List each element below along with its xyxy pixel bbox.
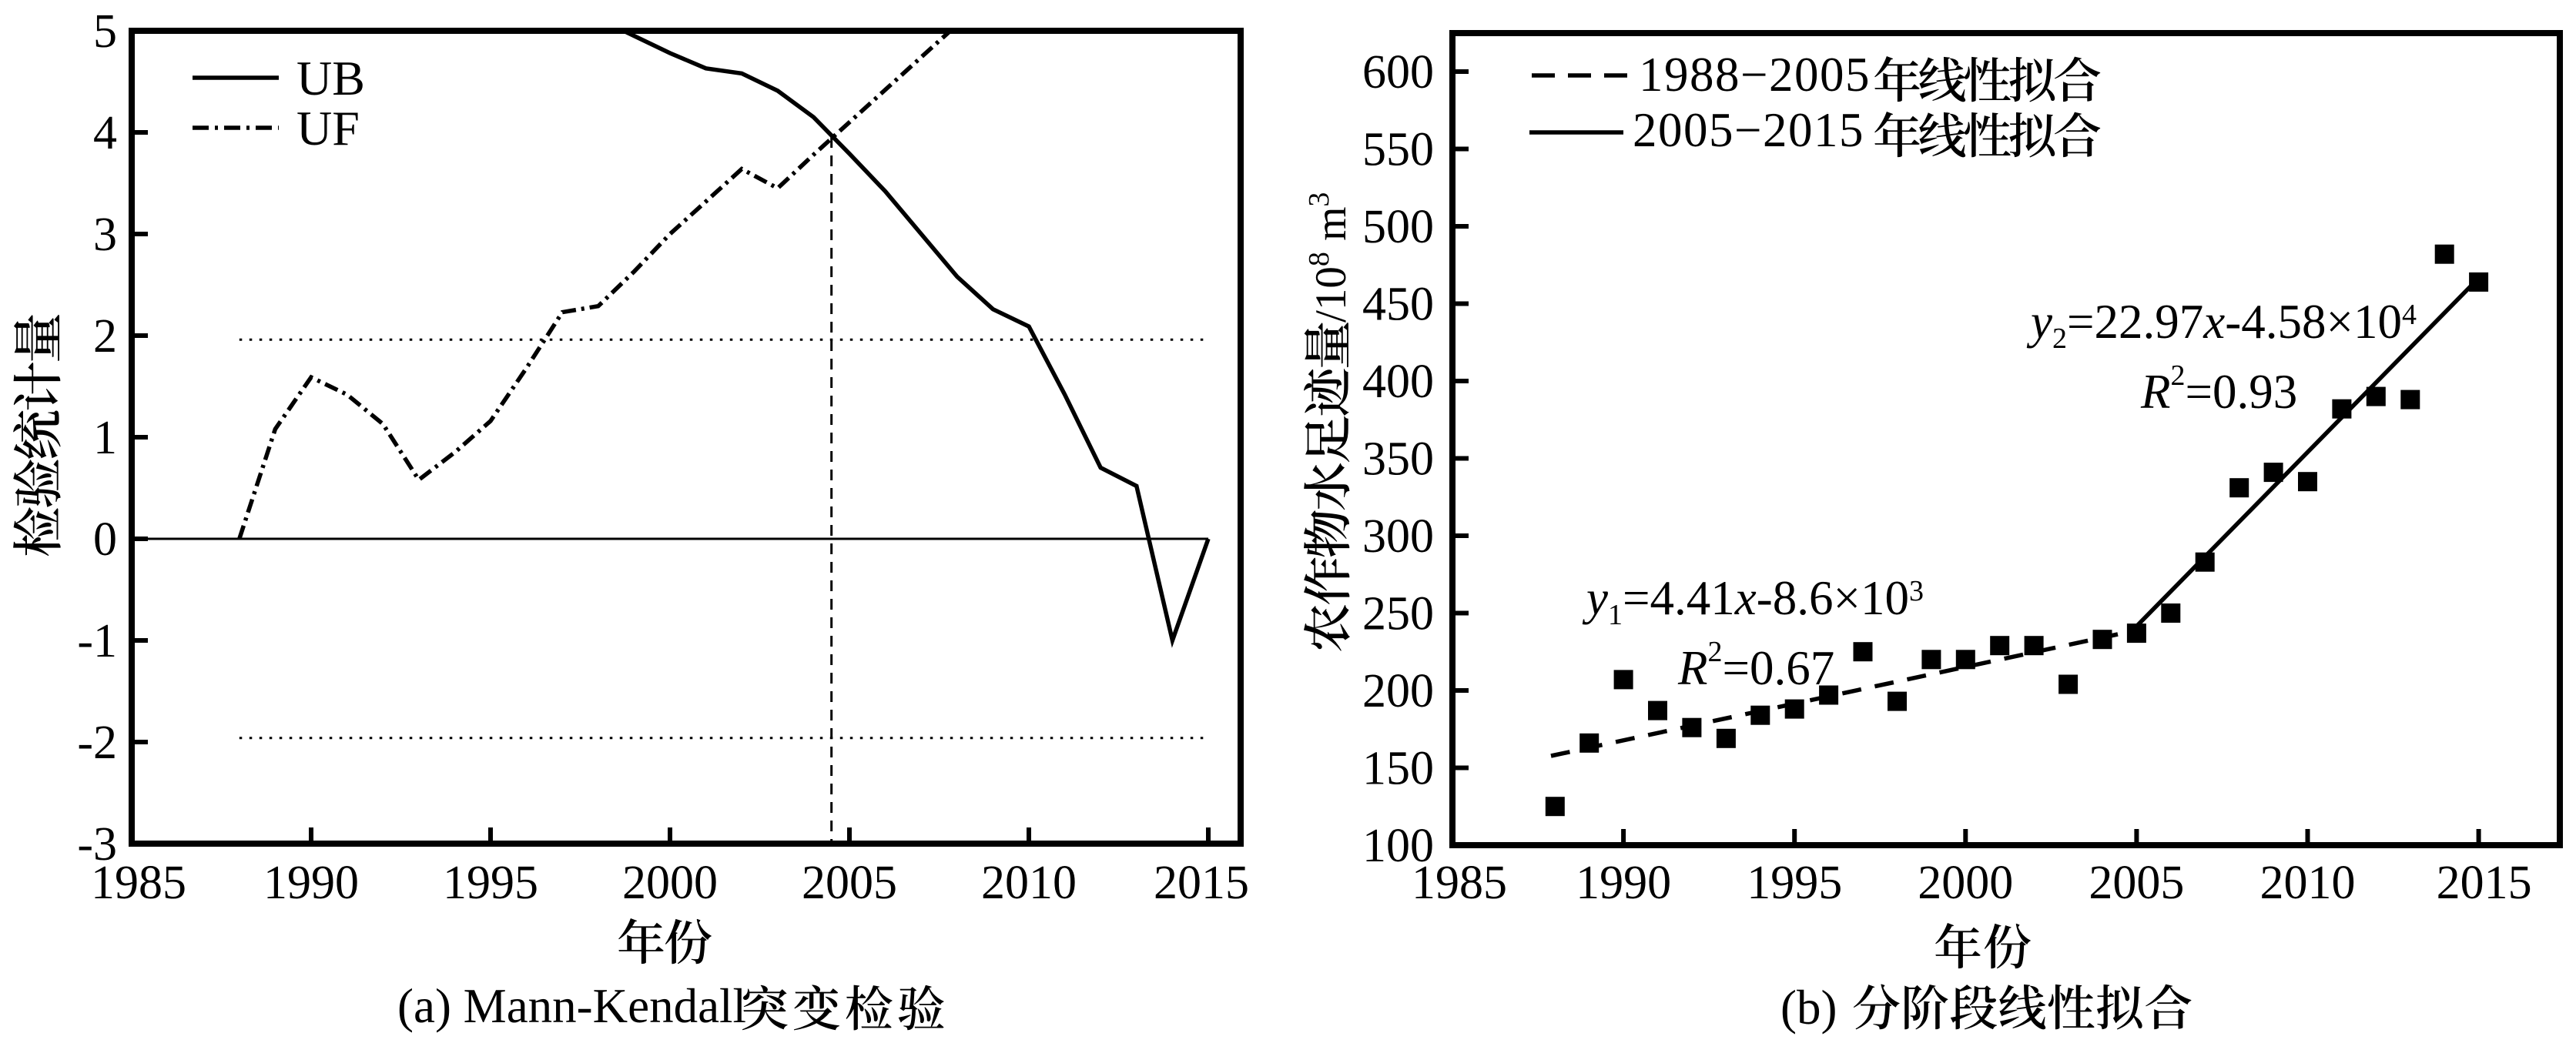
svg-text:2005−2015: 2005−2015 (1633, 103, 1864, 157)
svg-text:2005: 2005 (2089, 857, 2184, 909)
svg-text:400: 400 (1362, 356, 1434, 408)
svg-text:1995: 1995 (1747, 857, 1842, 909)
svg-text:1985: 1985 (91, 857, 186, 909)
svg-text:2015: 2015 (1154, 857, 1249, 909)
svg-text:550: 550 (1362, 124, 1434, 176)
svg-text:2000: 2000 (622, 857, 718, 909)
svg-text:-2: -2 (77, 717, 117, 769)
svg-text:150: 150 (1362, 743, 1434, 795)
svg-text:1990: 1990 (1576, 857, 1671, 909)
svg-text:450: 450 (1362, 279, 1434, 331)
svg-text:2005: 2005 (802, 857, 897, 909)
svg-text:1: 1 (93, 412, 117, 464)
svg-text:1988−2005: 1988−2005 (1639, 48, 1871, 102)
svg-text:2: 2 (93, 310, 117, 363)
svg-text:y2=22.97x-4.58×104: y2=22.97x-4.58×104 (2026, 295, 2417, 355)
svg-text:600: 600 (1362, 46, 1434, 99)
svg-text:UF: UF (296, 101, 360, 155)
svg-text:200: 200 (1362, 665, 1434, 717)
svg-text:5: 5 (93, 5, 117, 58)
svg-text:2010: 2010 (981, 857, 1077, 909)
svg-text:UB: UB (296, 51, 365, 105)
svg-text:1985: 1985 (1412, 857, 1507, 909)
svg-text:500: 500 (1362, 201, 1434, 253)
svg-text:350: 350 (1362, 433, 1434, 486)
svg-text:R2=0.93: R2=0.93 (2140, 359, 2297, 419)
svg-text:(a) Mann-Kendall: (a) Mann-Kendall (397, 979, 746, 1033)
svg-text:-1: -1 (77, 615, 117, 667)
svg-text:300: 300 (1362, 510, 1434, 563)
svg-text:(b): (b) (1780, 981, 1837, 1035)
svg-text:100: 100 (1362, 820, 1434, 872)
svg-text:y1=4.41x-8.6×103: y1=4.41x-8.6×103 (1582, 571, 1924, 631)
svg-text:2000: 2000 (1918, 857, 2013, 909)
svg-text:4: 4 (93, 107, 117, 159)
svg-text:-3: -3 (77, 818, 117, 871)
svg-text:1990: 1990 (263, 857, 359, 909)
svg-text:250: 250 (1362, 588, 1434, 640)
svg-text:2010: 2010 (2260, 857, 2356, 909)
svg-text:2015: 2015 (2437, 857, 2532, 909)
svg-text:3: 3 (93, 209, 117, 261)
svg-text:0: 0 (93, 513, 117, 566)
svg-text:1995: 1995 (443, 857, 538, 909)
svg-text:R2=0.67: R2=0.67 (1677, 636, 1834, 695)
